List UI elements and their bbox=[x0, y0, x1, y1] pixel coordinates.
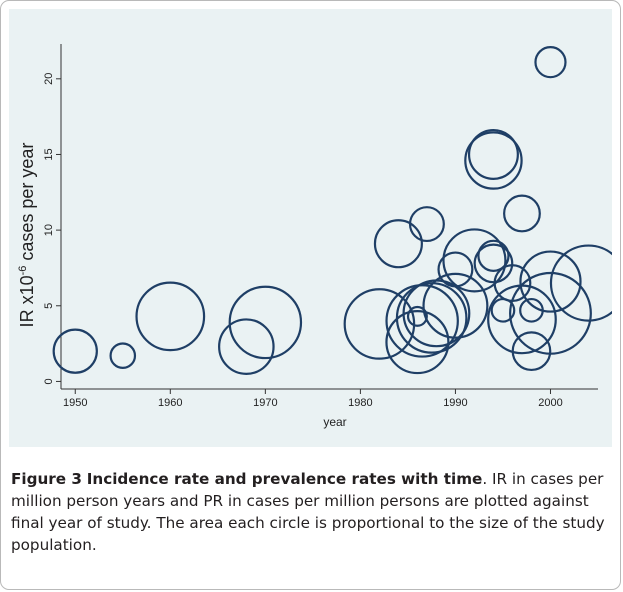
bubble-point bbox=[534, 46, 567, 79]
bubble-point bbox=[509, 271, 592, 355]
y-axis-title-base: IR x10 bbox=[17, 275, 37, 327]
scatter-chart: IR x10-6 cases per year year 1950 1960 197… bbox=[17, 44, 623, 429]
axes: 1950 1960 1970 1980 1990 2000 0 5 10 15 20 bbox=[43, 44, 598, 409]
bubble-point bbox=[52, 328, 98, 374]
bubble-point bbox=[109, 342, 137, 370]
x-tick-label: 2000 bbox=[538, 397, 562, 409]
caption-label: Figure 3 bbox=[11, 470, 82, 488]
bubble-point bbox=[343, 288, 416, 360]
bubble-point bbox=[408, 206, 445, 243]
y-tick-label: 15 bbox=[43, 148, 55, 160]
bubble-point bbox=[473, 243, 514, 284]
caption-title: Incidence rate and prevalence rates with… bbox=[86, 470, 483, 488]
x-axis-title: year bbox=[323, 415, 346, 429]
bubble-point bbox=[385, 310, 450, 375]
x-tick-label: 1980 bbox=[348, 397, 372, 409]
y-tick-label: 5 bbox=[43, 303, 55, 309]
bubble-point bbox=[464, 131, 523, 190]
bubble-point bbox=[477, 239, 510, 272]
x-tick-label: 1970 bbox=[253, 397, 277, 409]
caption-body: . IR in cases per million person years a… bbox=[11, 470, 605, 554]
bubble-point bbox=[422, 272, 489, 339]
bubble-point bbox=[467, 128, 519, 180]
figure-caption: Figure 3 Incidence rate and prevalence r… bbox=[11, 468, 611, 556]
bubble-point bbox=[228, 285, 303, 360]
bubble-point bbox=[503, 194, 541, 233]
y-tick-label: 0 bbox=[43, 378, 55, 384]
bubble-point bbox=[549, 244, 623, 322]
bubble-point bbox=[135, 281, 206, 352]
plot-panel: IR x10-6 cases per year year 1950 1960 197… bbox=[9, 9, 623, 447]
bubble-point bbox=[437, 251, 474, 288]
y-tick-label: 20 bbox=[43, 73, 55, 85]
bubble-point bbox=[218, 318, 275, 375]
bubble-point bbox=[406, 305, 428, 327]
x-tick-label: 1960 bbox=[158, 397, 182, 409]
y-axis-title-rest: cases per year bbox=[17, 143, 37, 266]
y-axis-title-exponent: -6 bbox=[17, 266, 29, 276]
svg-text:IR x10-6 cases per year: IR x10-6 cases per year bbox=[17, 143, 37, 328]
data-points bbox=[52, 46, 623, 375]
y-axis-title: IR x10-6 cases per year bbox=[17, 143, 37, 328]
bubble-point bbox=[511, 331, 552, 372]
bubble-point bbox=[519, 250, 582, 313]
bubble-point bbox=[442, 228, 507, 293]
y-tick-label: 10 bbox=[43, 224, 55, 236]
x-tick-label: 1950 bbox=[63, 397, 87, 409]
x-tick-label: 1990 bbox=[443, 397, 467, 409]
bubble-point bbox=[373, 219, 423, 269]
